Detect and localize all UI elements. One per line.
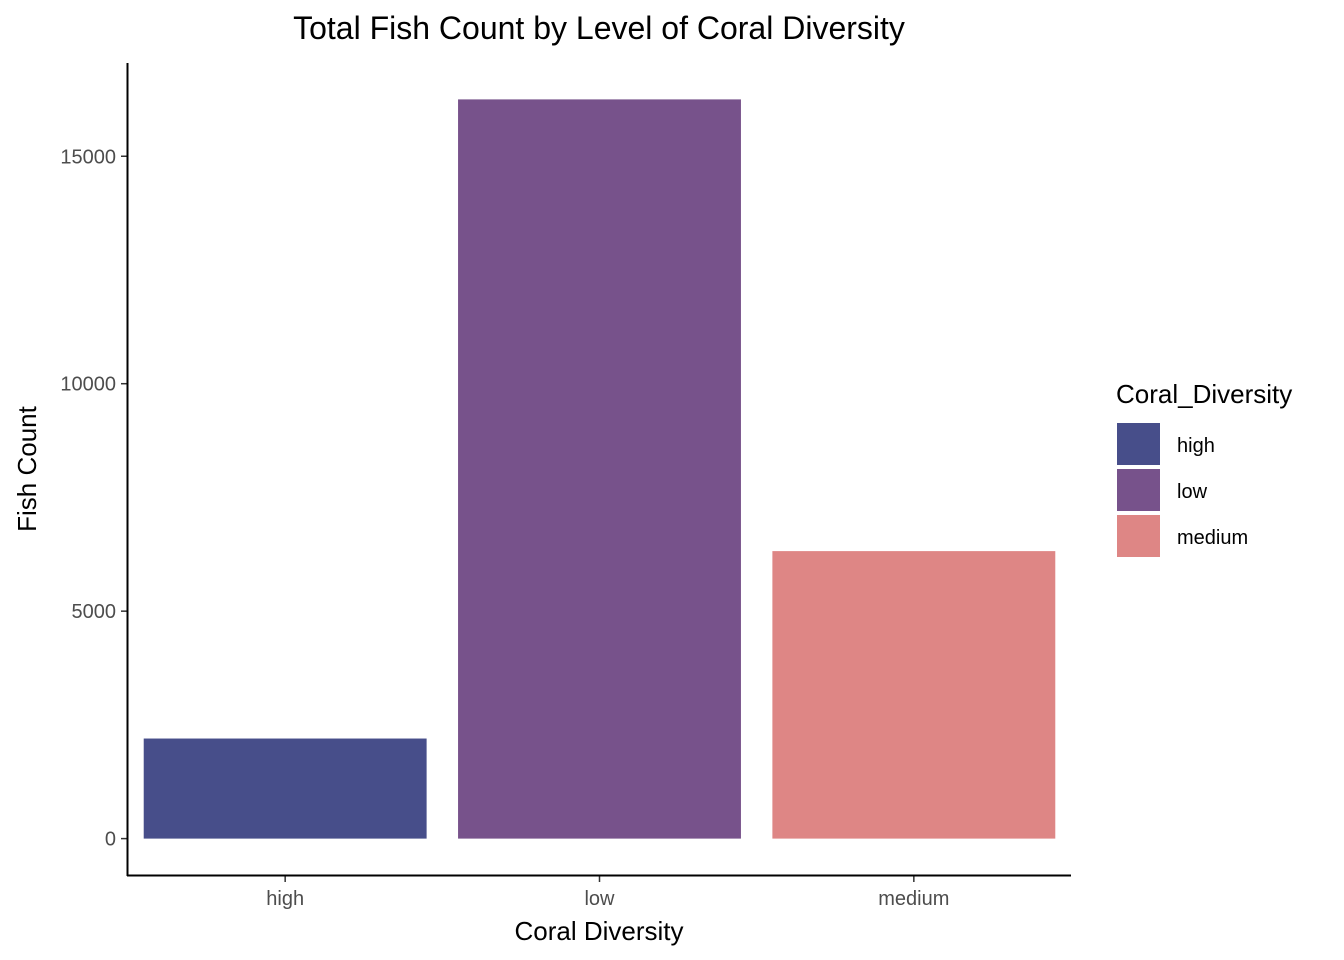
bar-high	[143, 738, 427, 839]
legend-key-low	[1117, 469, 1160, 511]
x-axis-ticks: high low medium	[266, 875, 949, 910]
legend-label-medium: medium	[1177, 527, 1248, 549]
bars	[143, 99, 1056, 839]
legend-key-medium	[1117, 515, 1160, 557]
legend: high low medium	[1117, 423, 1248, 557]
x-tick-label: medium	[878, 888, 949, 910]
y-tick-label: 5000	[72, 601, 117, 623]
chart-title: Total Fish Count by Level of Coral Diver…	[293, 10, 905, 46]
legend-key-high	[1117, 423, 1160, 465]
y-tick-label: 15000	[60, 146, 116, 168]
y-tick-label: 10000	[60, 374, 116, 396]
y-axis-ticks: 0 5000 10000 15000	[60, 146, 128, 851]
bar-low	[458, 99, 741, 839]
legend-title: Coral_Diversity	[1116, 379, 1292, 409]
x-tick-label: high	[266, 888, 304, 910]
x-tick-label: low	[584, 888, 615, 910]
y-axis-title: Fish Count	[12, 405, 42, 531]
legend-label-low: low	[1177, 481, 1208, 503]
y-tick-label: 0	[105, 829, 116, 851]
bar-medium	[772, 551, 1056, 839]
x-axis-title: Coral Diversity	[514, 916, 683, 946]
legend-label-high: high	[1177, 435, 1215, 457]
